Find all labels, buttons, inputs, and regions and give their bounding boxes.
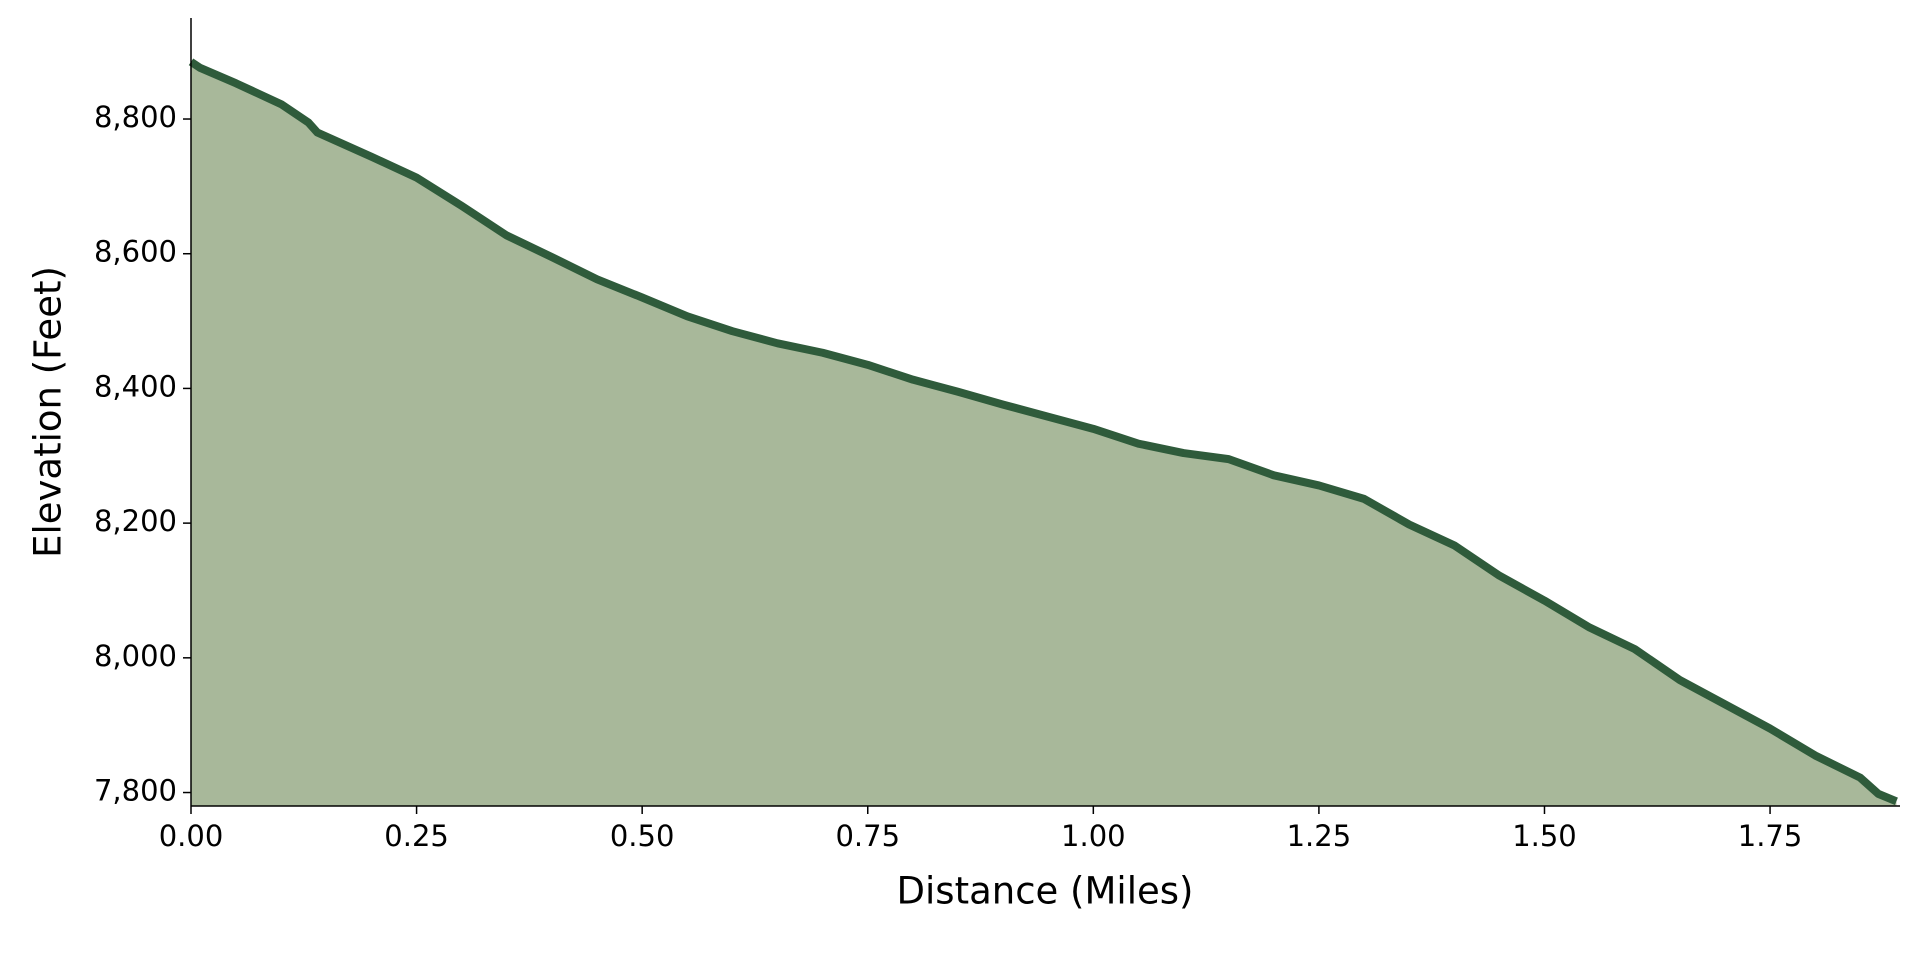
y-tick-label: 8,600 (94, 235, 177, 269)
x-tick-label: 0.25 (384, 819, 449, 853)
y-tick-label: 7,800 (94, 774, 177, 808)
y-tick-label: 8,000 (94, 639, 177, 673)
x-tick-label: 0.75 (835, 819, 900, 853)
y-tick-label: 8,400 (94, 369, 177, 403)
x-tick-label: 1.50 (1512, 819, 1577, 853)
x-tick-label: 1.25 (1287, 819, 1352, 853)
area-fill (191, 61, 1897, 807)
x-tick-label: 0.50 (610, 819, 675, 853)
x-tick-label: 1.00 (1061, 819, 1126, 853)
y-tick-label: 8,200 (94, 504, 177, 538)
x-tick-label: 1.75 (1738, 819, 1803, 853)
line (188, 58, 1898, 805)
x-tick-label: 0.00 (159, 819, 224, 853)
y-axis-label: Elevation (Feet) (27, 266, 70, 558)
y-tick-label: 8,800 (94, 100, 177, 134)
x-axis-label: Distance (Miles) (897, 870, 1194, 913)
